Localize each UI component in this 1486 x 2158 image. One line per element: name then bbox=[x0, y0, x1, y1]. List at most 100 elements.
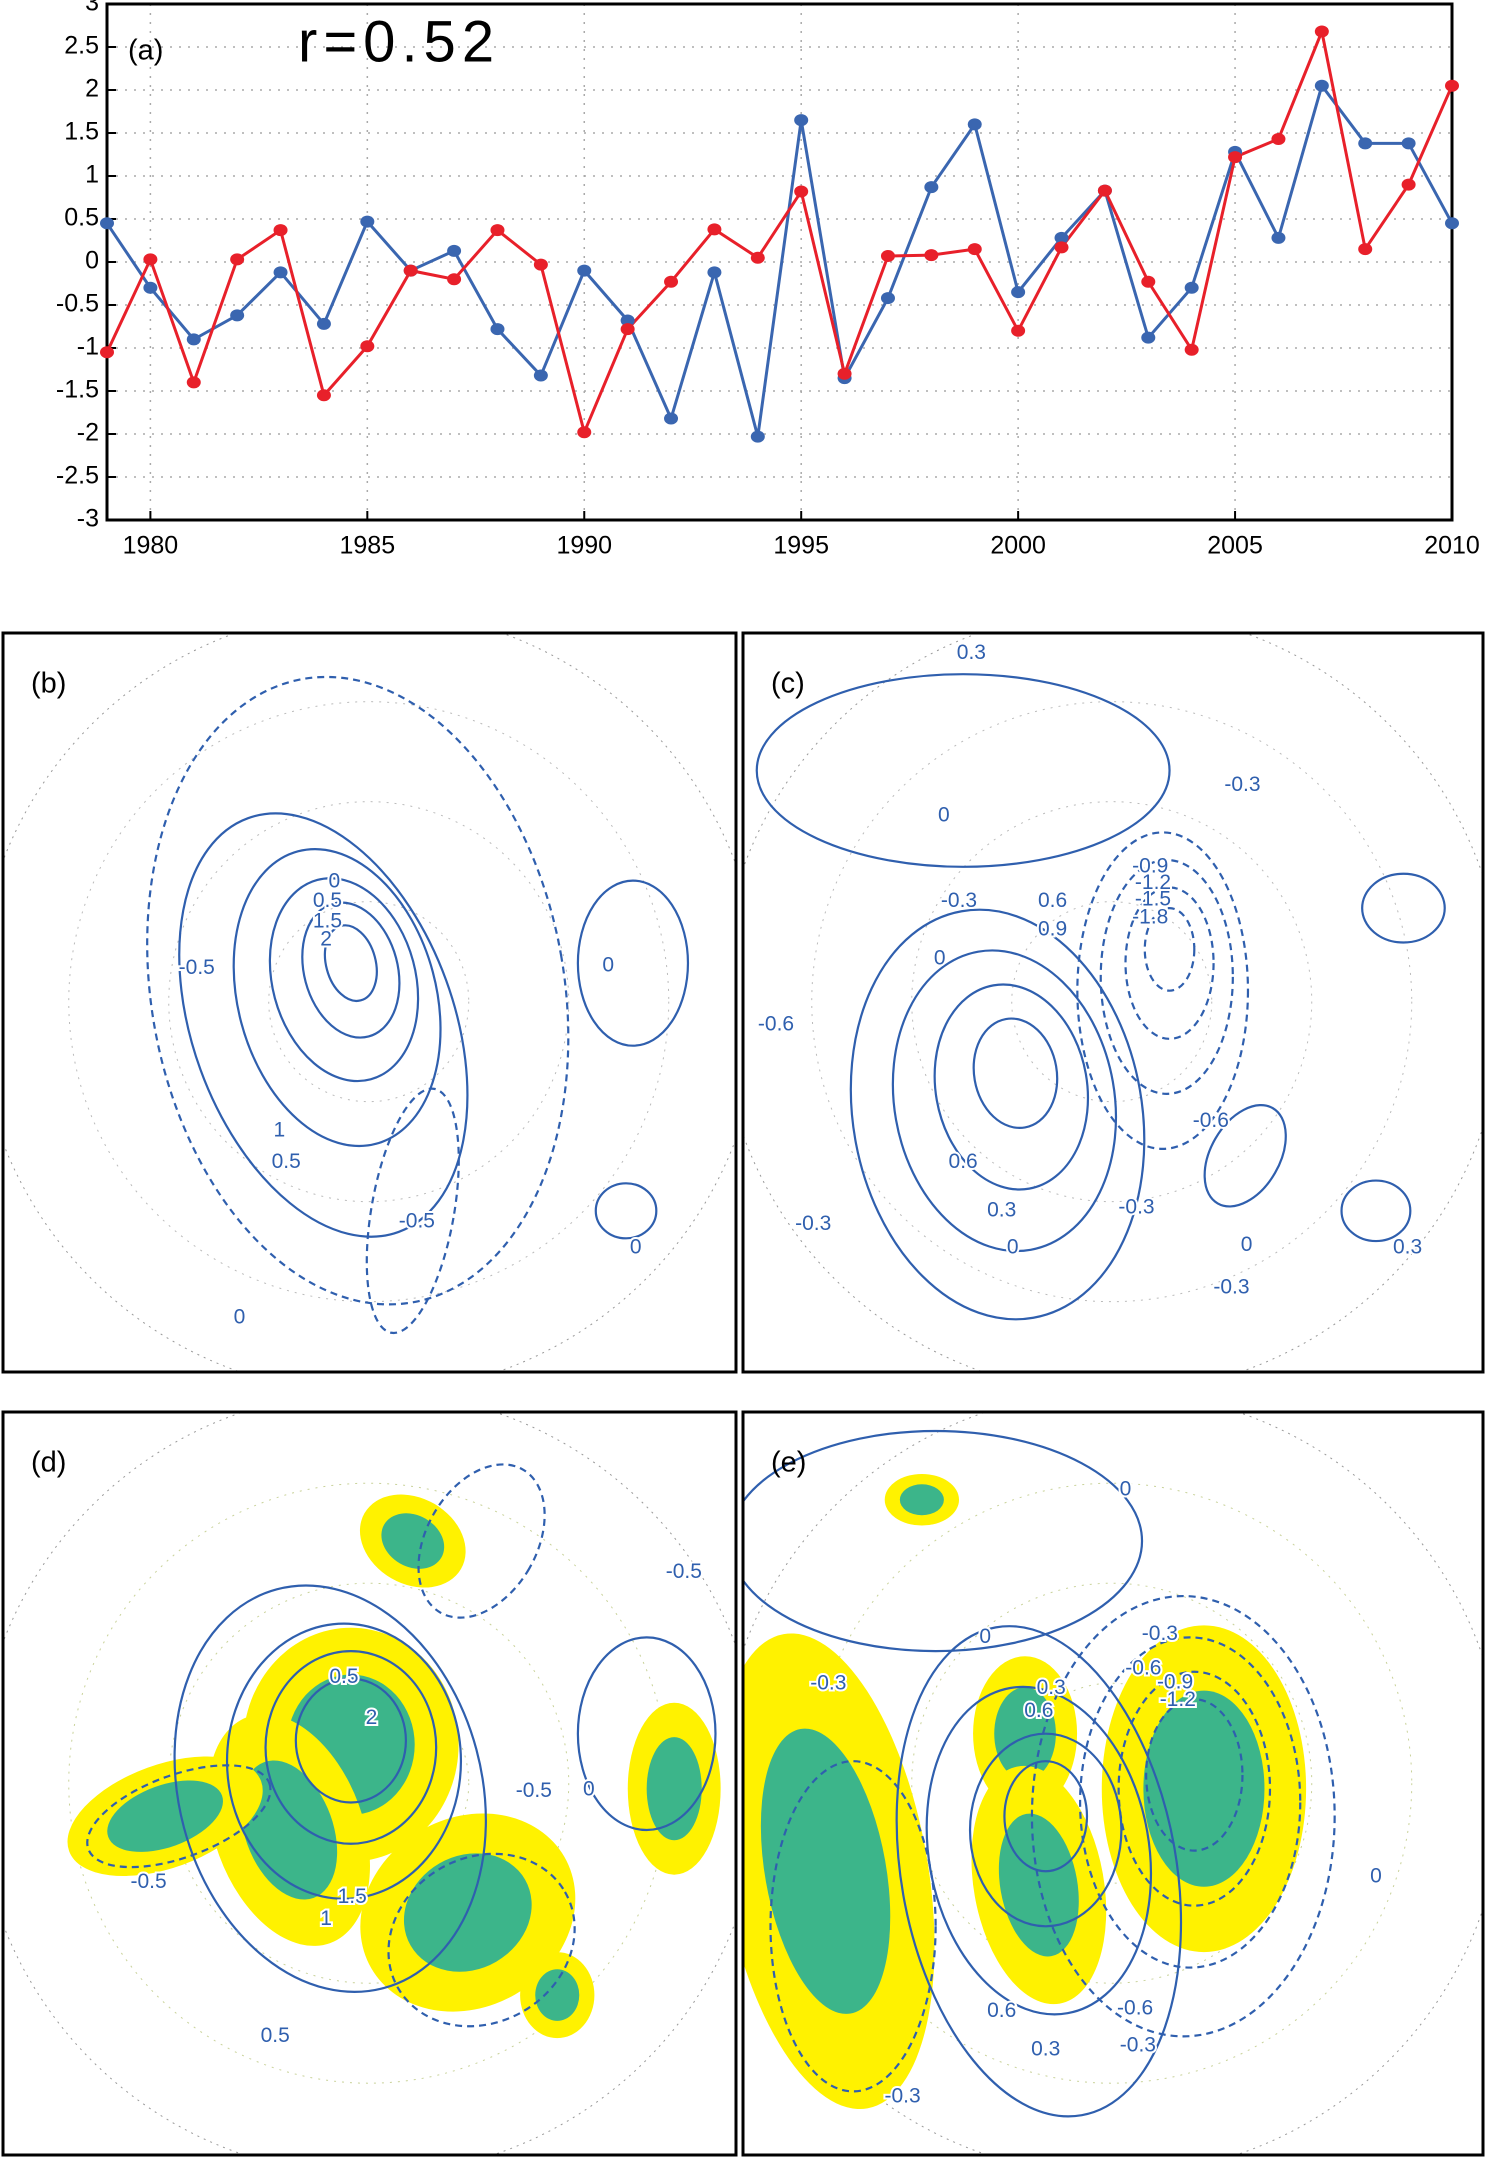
contour bbox=[1003, 1760, 1089, 1873]
latitude-circle bbox=[811, 701, 1413, 1303]
panel-frame bbox=[1, 631, 738, 1374]
panel-label: (c) bbox=[771, 668, 805, 700]
point bbox=[143, 281, 158, 294]
contour-label: 0 bbox=[1241, 1233, 1253, 1256]
point bbox=[1314, 25, 1329, 38]
contour-label: 0.6 bbox=[949, 1150, 978, 1173]
significance-shade bbox=[240, 1760, 338, 1900]
point bbox=[447, 244, 462, 257]
contour bbox=[849, 908, 1146, 1321]
point bbox=[533, 258, 548, 271]
contour-label: -0.5 bbox=[516, 1779, 552, 1802]
contour bbox=[1361, 872, 1446, 944]
contour bbox=[925, 1685, 1153, 2016]
panel-frame bbox=[741, 631, 1485, 1374]
significance-shade bbox=[899, 1484, 944, 1516]
point bbox=[620, 314, 635, 327]
point bbox=[100, 217, 114, 230]
contour bbox=[895, 1625, 1183, 2118]
latitude-circle bbox=[168, 801, 570, 1203]
point bbox=[1271, 231, 1286, 244]
point bbox=[837, 367, 852, 380]
y-tick-label: -1.5 bbox=[56, 376, 99, 404]
contour-label: -0.3 bbox=[1213, 1275, 1249, 1298]
contour-label: -0.5 bbox=[666, 1560, 702, 1583]
point bbox=[490, 323, 505, 336]
point bbox=[707, 266, 722, 279]
contour-label: 0.3 bbox=[1037, 1676, 1066, 1699]
contour-label: 0 bbox=[329, 870, 341, 893]
contour-label: 1 bbox=[273, 1119, 285, 1142]
point bbox=[1141, 275, 1156, 288]
contour-label: 0.5 bbox=[329, 1665, 358, 1688]
contour bbox=[268, 877, 420, 1083]
y-tick-label: 2 bbox=[85, 75, 99, 103]
contour-label: 0.3 bbox=[987, 1198, 1016, 1221]
point bbox=[143, 253, 158, 266]
contour-label: 0.3 bbox=[1393, 1236, 1422, 1259]
contour bbox=[264, 1650, 438, 1845]
contour bbox=[769, 1760, 937, 2093]
contour bbox=[972, 1017, 1059, 1129]
contour bbox=[891, 949, 1118, 1253]
panel-label: (b) bbox=[31, 668, 66, 700]
contour-label: -0.3 bbox=[810, 1672, 846, 1695]
point bbox=[750, 430, 765, 443]
contour-label: 0 bbox=[1120, 1478, 1132, 1501]
contour-label: 0 bbox=[1370, 1864, 1382, 1887]
annotation: r=0.52 bbox=[298, 9, 500, 74]
contour-label: 0.6 bbox=[1024, 1699, 1053, 1722]
contour bbox=[1145, 1698, 1244, 1852]
contour bbox=[173, 1584, 487, 1993]
point bbox=[924, 249, 939, 262]
x-tick-label: 2005 bbox=[1207, 532, 1263, 560]
contour-label: 0.5 bbox=[272, 1150, 301, 1173]
contour-label: 0 bbox=[630, 1236, 642, 1259]
y-tick-label: -3 bbox=[77, 505, 99, 533]
point bbox=[273, 266, 288, 279]
latitude-circle bbox=[1011, 901, 1213, 1103]
point bbox=[316, 317, 331, 330]
point bbox=[1445, 217, 1459, 230]
point bbox=[664, 275, 679, 288]
x-tick-label: 2000 bbox=[990, 532, 1046, 560]
contour bbox=[294, 1677, 407, 1804]
point bbox=[707, 223, 722, 236]
point bbox=[403, 264, 418, 277]
point bbox=[1141, 331, 1156, 344]
contour bbox=[1340, 1179, 1412, 1243]
point bbox=[273, 224, 288, 237]
point bbox=[360, 340, 375, 353]
contour-label: -0.6 bbox=[758, 1013, 794, 1036]
point bbox=[794, 185, 809, 198]
y-tick-label: -1 bbox=[77, 333, 99, 361]
point bbox=[924, 181, 939, 194]
contour-label: -0.3 bbox=[1142, 1622, 1178, 1645]
contour-label: 0 bbox=[234, 1306, 246, 1329]
y-tick-label: 2.5 bbox=[64, 32, 99, 60]
point bbox=[360, 215, 375, 228]
contour bbox=[1117, 1670, 1272, 1907]
point bbox=[1228, 151, 1243, 164]
point bbox=[230, 253, 245, 266]
contour-label: -0.9 bbox=[1132, 854, 1168, 877]
contour bbox=[743, 1429, 1144, 1653]
contour-label: -0.3 bbox=[941, 889, 977, 912]
latitude-circle bbox=[811, 1482, 1413, 2084]
point bbox=[880, 249, 895, 262]
contour-label: 1 bbox=[320, 1907, 332, 1930]
map-edge bbox=[3, 633, 736, 1372]
panel-label: (a) bbox=[128, 35, 163, 67]
contour-label: -0.3 bbox=[1118, 1196, 1154, 1219]
point bbox=[880, 292, 895, 305]
contour-label: -1.5 bbox=[1135, 887, 1171, 910]
x-tick-label: 1995 bbox=[773, 532, 829, 560]
latitude-circle bbox=[68, 701, 670, 1303]
significance-shade bbox=[535, 1969, 580, 2021]
contour bbox=[146, 675, 570, 1306]
contour-label: 0.5 bbox=[261, 2024, 290, 2047]
contour-label: 1.5 bbox=[313, 909, 342, 932]
latitude-circle bbox=[168, 1582, 570, 1984]
contour bbox=[968, 1732, 1123, 1928]
significance-shade bbox=[1143, 1690, 1265, 1887]
